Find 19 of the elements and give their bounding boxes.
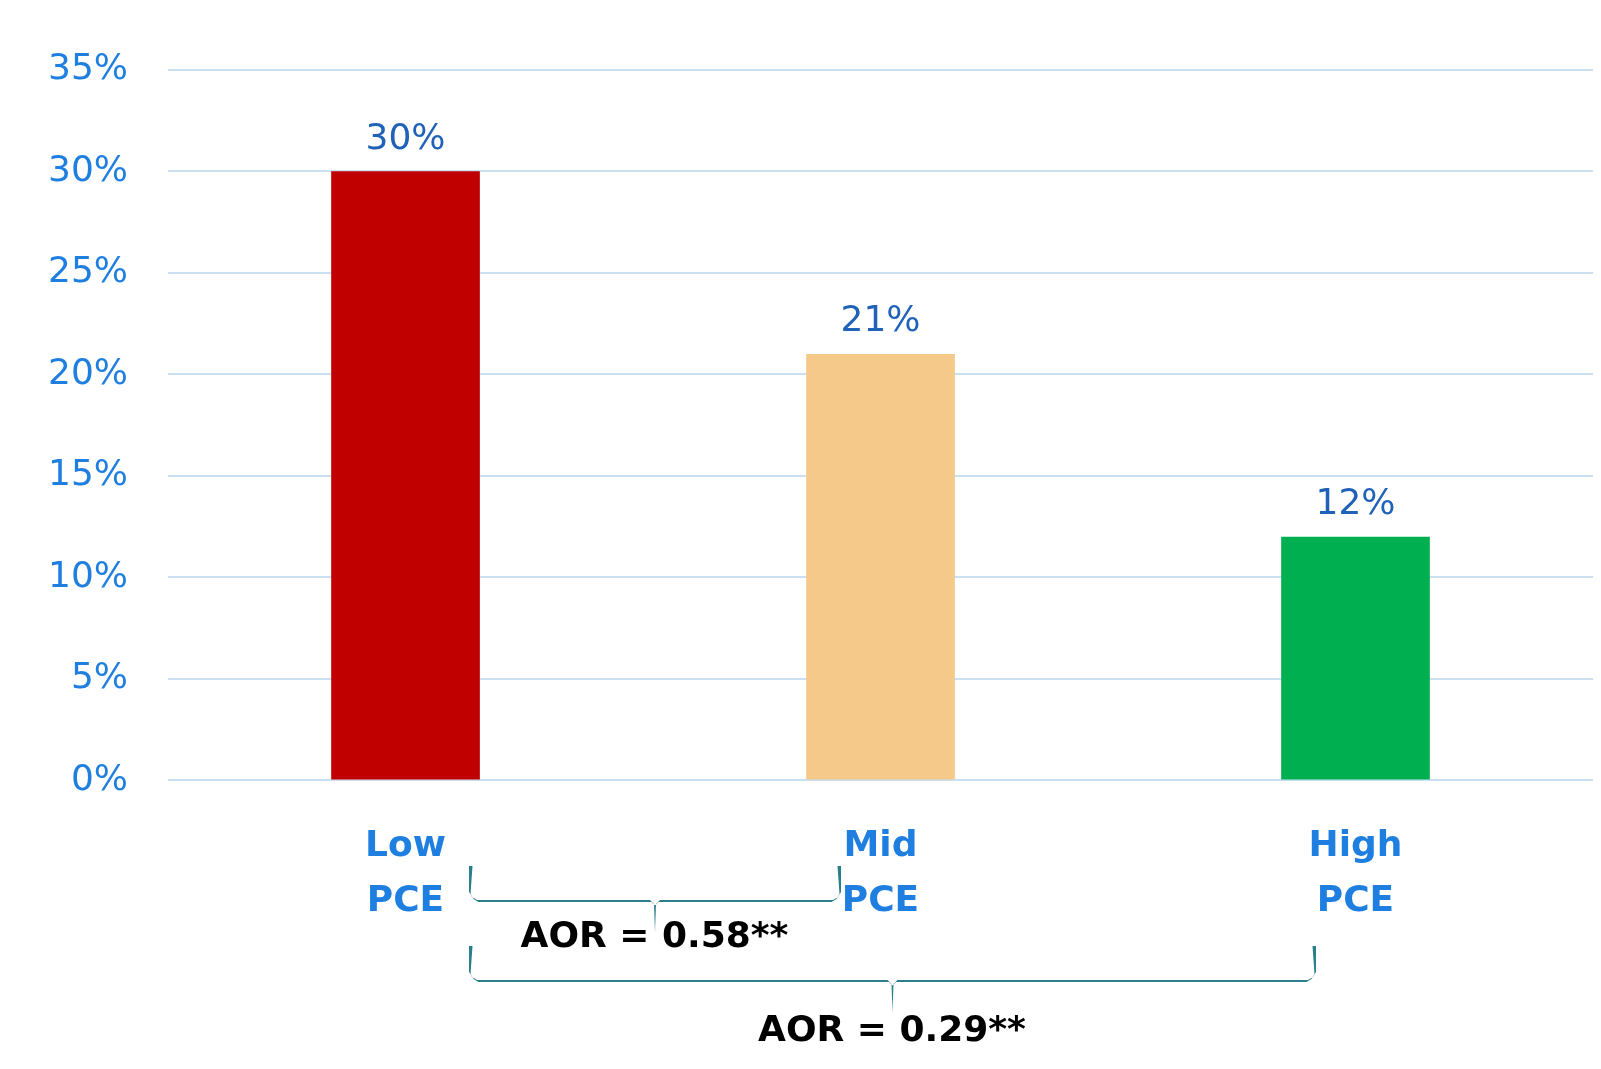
data-label: 21%	[840, 298, 921, 340]
y-tick-label: 35%	[48, 45, 129, 87]
x-tick-label: Mid PCE	[841, 822, 920, 920]
y-tick-label: 15%	[48, 452, 129, 494]
y-tick-label: 25%	[48, 249, 129, 291]
bar	[331, 171, 480, 780]
text: AOR = 0.58**	[520, 914, 789, 955]
x-tick-label: Low PCE	[365, 822, 446, 920]
y-tick-label: 20%	[48, 350, 129, 392]
text: AOR = 0.29**	[757, 1008, 1027, 1049]
bar	[806, 353, 955, 780]
bar	[1281, 536, 1430, 780]
x-tick-label: High PCE	[1308, 822, 1403, 920]
data-label: 30%	[365, 115, 446, 157]
y-tick-label: 30%	[48, 147, 129, 189]
data-label: 12%	[1315, 481, 1396, 523]
y-tick-label: 5%	[70, 655, 129, 697]
y-tick-label: 10%	[48, 553, 129, 595]
y-tick-label: 0%	[70, 756, 129, 798]
